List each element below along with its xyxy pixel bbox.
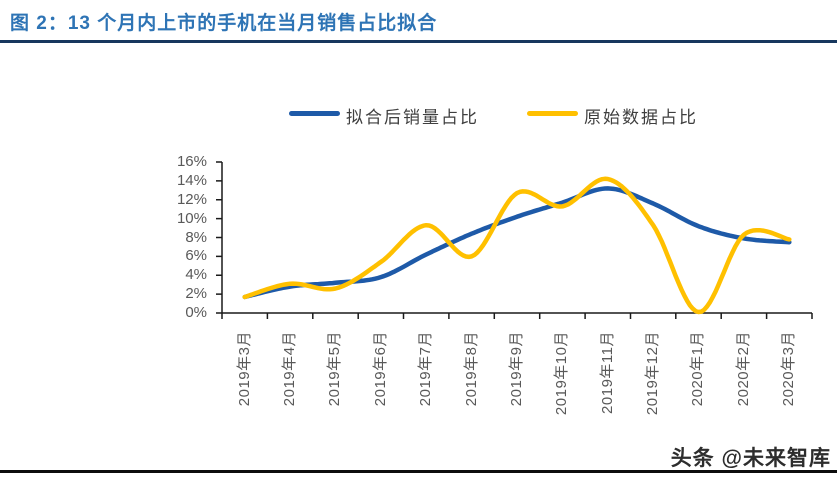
- watermark: 头条 @未来智库: [670, 447, 831, 470]
- axes-and-ticks: [216, 161, 813, 319]
- y-tick-label: 4%: [185, 266, 207, 283]
- y-tick-label: 10%: [176, 210, 207, 227]
- bottom-border-line: [0, 470, 837, 473]
- y-tick-label: 0%: [185, 304, 207, 321]
- y-tick-label: 6%: [185, 247, 207, 264]
- raw-line-path: [242, 176, 792, 315]
- raw-line-swatch: [527, 111, 578, 116]
- y-tick-label: 8%: [185, 229, 207, 246]
- fitted-line-swatch: [289, 111, 340, 116]
- y-tick-label: 16%: [176, 153, 207, 170]
- fitted-line-legend-label: 拟合后销量占比: [346, 108, 479, 127]
- y-tick-label: 2%: [185, 285, 207, 302]
- figure-title: 图 2：13 个月内上市的手机在当月销售占比拟合: [10, 13, 438, 34]
- y-tick-label: 12%: [176, 191, 207, 208]
- y-tick-label: 14%: [176, 172, 207, 189]
- title-underline: [0, 40, 837, 43]
- fitted-line-path: [242, 186, 792, 300]
- raw-line-legend-label: 原始数据占比: [584, 108, 698, 127]
